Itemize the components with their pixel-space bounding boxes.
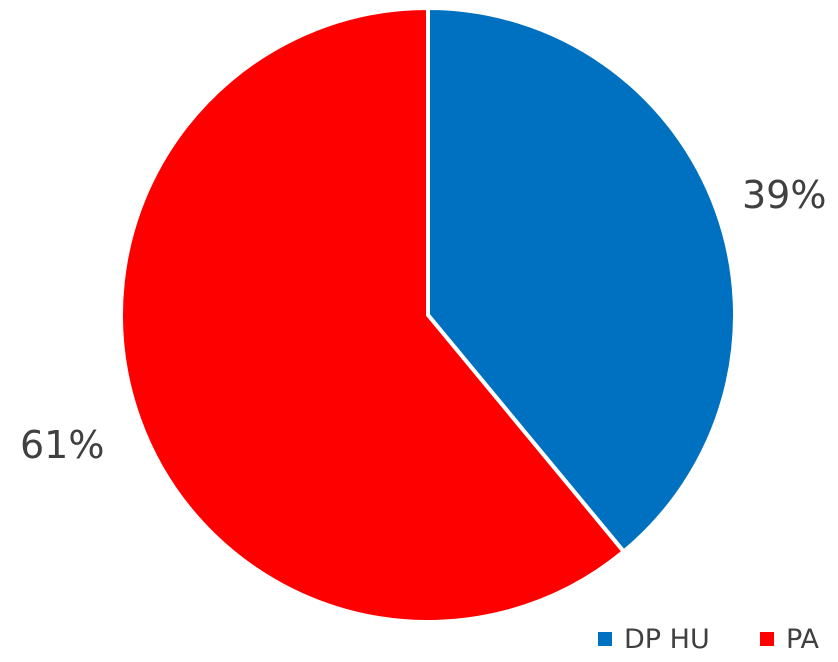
- slice-label-pa: 61%: [20, 423, 104, 467]
- pie-slices: [119, 6, 737, 624]
- legend-swatch-pa: [760, 632, 774, 646]
- pie-slice-pa: [119, 6, 626, 624]
- legend: DP HU PA: [598, 624, 820, 655]
- legend-swatch-dp-hu: [598, 632, 612, 646]
- legend-item-pa: PA: [760, 624, 820, 655]
- pie-slice-dp-hu: [426, 6, 737, 554]
- legend-label-pa: PA: [786, 624, 820, 655]
- slice-label-dp-hu: 39%: [742, 173, 826, 217]
- legend-label-dp-hu: DP HU: [624, 624, 710, 655]
- legend-item-dp-hu: DP HU: [598, 624, 710, 655]
